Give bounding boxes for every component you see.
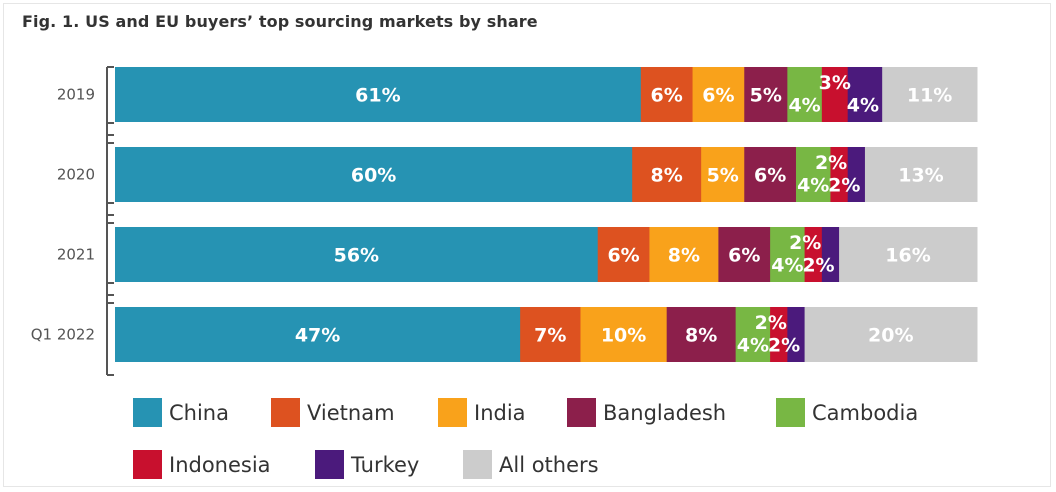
data-label: 20%	[868, 325, 913, 347]
bar-segment	[632, 147, 702, 202]
bar-segment	[882, 67, 978, 122]
bar-segment	[787, 307, 806, 362]
bar-segment	[666, 307, 737, 362]
bar-segment	[718, 227, 771, 282]
data-label: 60%	[351, 165, 396, 187]
legend-label: Bangladesh	[603, 401, 726, 425]
bar-segment	[847, 147, 866, 202]
bar-segment	[821, 227, 840, 282]
data-label: 2%	[789, 232, 821, 254]
category-label: Q1 2022	[31, 326, 95, 344]
legend-label: Turkey	[350, 453, 419, 477]
legend-swatch	[133, 398, 162, 427]
bar-segment	[520, 307, 581, 362]
data-label: 3%	[819, 72, 851, 94]
bar-segment	[692, 67, 745, 122]
data-label: 6%	[607, 245, 639, 267]
data-label: 6%	[728, 245, 760, 267]
bar-segment	[830, 147, 849, 202]
data-label: 2%	[802, 255, 834, 277]
category-label: 2019	[57, 86, 95, 104]
bar-segment	[115, 67, 642, 122]
bar-segment	[787, 67, 823, 122]
data-label: 4%	[788, 95, 820, 117]
data-label: 6%	[651, 85, 683, 107]
data-label: 10%	[601, 325, 646, 347]
bar-segment	[597, 227, 650, 282]
data-label: 4%	[847, 95, 879, 117]
data-label: 8%	[651, 165, 683, 187]
legend-swatch	[315, 450, 344, 479]
legend-swatch	[776, 398, 805, 427]
bar-segment	[804, 227, 823, 282]
bar-segment	[821, 67, 849, 122]
bar-segment	[795, 147, 831, 202]
bar-segment	[864, 147, 978, 202]
data-label: 56%	[334, 245, 379, 267]
bar-segment	[744, 67, 788, 122]
bar-segment	[744, 147, 797, 202]
category-label: 2021	[57, 246, 95, 264]
bar-segment	[115, 147, 633, 202]
legend-label: China	[169, 401, 229, 425]
bar-segment	[770, 307, 788, 362]
data-label: 61%	[355, 85, 400, 107]
bar-segment	[735, 307, 771, 362]
data-label: 5%	[750, 85, 782, 107]
data-label: 2%	[768, 335, 800, 357]
data-label: 2%	[815, 152, 847, 174]
legend-swatch	[463, 450, 492, 479]
bar-segment	[804, 307, 978, 362]
bar-segment	[701, 147, 745, 202]
data-label: 8%	[668, 245, 700, 267]
legend-swatch	[567, 398, 596, 427]
bar-segment	[847, 67, 883, 122]
data-label: 16%	[885, 245, 930, 267]
bar-segment	[580, 307, 668, 362]
data-label: 11%	[907, 85, 952, 107]
legend-label: All others	[499, 453, 599, 477]
legend-label: Indonesia	[169, 453, 271, 477]
data-label: 2%	[828, 175, 860, 197]
chart-frame	[3, 3, 1051, 487]
bar-segment	[770, 227, 806, 282]
data-label: 5%	[707, 165, 739, 187]
legend-label: Vietnam	[307, 401, 395, 425]
legend-swatch	[133, 450, 162, 479]
chart-title: Fig. 1. US and EU buyers’ top sourcing m…	[22, 12, 538, 31]
bar-segment	[115, 307, 521, 362]
data-label: 13%	[898, 165, 943, 187]
bar-segment	[649, 227, 719, 282]
data-label: 4%	[797, 175, 829, 197]
legend-label: India	[474, 401, 526, 425]
bar-segment	[839, 227, 978, 282]
data-label: 4%	[771, 255, 803, 277]
bar-segment	[640, 67, 694, 122]
category-label: 2020	[57, 166, 95, 184]
data-label: 6%	[754, 165, 786, 187]
legend-swatch	[271, 398, 300, 427]
legend-label: Cambodia	[812, 401, 918, 425]
bar-segment	[115, 227, 599, 282]
legend-swatch	[438, 398, 467, 427]
data-label: 2%	[755, 312, 787, 334]
data-label: 6%	[702, 85, 734, 107]
data-label: 47%	[295, 325, 340, 347]
data-label: 7%	[534, 325, 566, 347]
data-label: 4%	[737, 335, 769, 357]
data-label: 8%	[685, 325, 717, 347]
